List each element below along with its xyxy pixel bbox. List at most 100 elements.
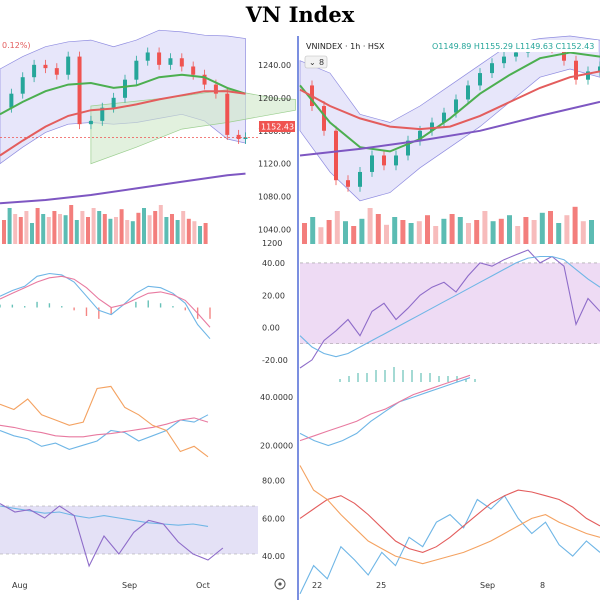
candle-body — [514, 52, 518, 57]
volume-bar — [572, 206, 578, 244]
left-header: 0.12%) — [2, 41, 31, 50]
candle-body — [478, 73, 482, 86]
candle-body — [179, 58, 184, 67]
series-ma-red — [299, 70, 600, 131]
volume-bar — [589, 220, 594, 244]
time-axis: Aug Sep Oct 22 25 Sep 8 — [12, 581, 545, 590]
candle-body — [346, 180, 350, 187]
rsi-pane: 80.00 60.00 40.00 — [0, 465, 600, 595]
volume-bar — [170, 214, 174, 244]
y-tick-label: 1200.00 — [258, 94, 291, 103]
osc-orange — [0, 385, 209, 458]
volume-bar — [302, 223, 307, 244]
candle-body — [574, 60, 578, 80]
volume-bar — [416, 221, 422, 244]
volume-bar — [318, 227, 324, 244]
volume-bar — [548, 211, 553, 244]
osc-blue — [0, 414, 209, 450]
macd-signal — [0, 275, 211, 328]
volume-bar — [24, 211, 29, 244]
candle-body — [598, 66, 600, 72]
series-ma-green — [0, 73, 246, 116]
volume-bar — [30, 223, 34, 244]
candle-body — [43, 64, 48, 69]
rsi-violet — [0, 503, 224, 568]
candle-body — [168, 58, 173, 65]
volume-bar — [97, 211, 102, 244]
volume-bar — [433, 226, 439, 244]
x-tick-label: 25 — [376, 581, 386, 590]
volume-bar — [351, 226, 357, 244]
right-header-symbol: VNINDEX · 1h · HSX — [306, 42, 385, 51]
candle-body — [382, 155, 386, 166]
x-tick-label: Sep — [122, 581, 137, 590]
volume-bar — [498, 218, 504, 244]
candle-body — [466, 85, 470, 100]
volume-bar — [425, 215, 430, 244]
x-tick-label: Sep — [480, 581, 495, 590]
volume-bar — [457, 217, 463, 244]
price-tag — [259, 121, 295, 132]
candle-body — [145, 52, 150, 61]
volume-bar — [408, 223, 414, 244]
volume-bar — [192, 221, 197, 244]
candle-body — [418, 130, 422, 141]
candle-body — [32, 64, 37, 78]
candle-body — [236, 134, 241, 139]
gear-icon[interactable] — [274, 578, 286, 590]
stoch-blue — [299, 494, 600, 595]
volume-bar — [147, 215, 152, 244]
volume-bar — [58, 214, 62, 244]
collapse-button[interactable] — [304, 55, 328, 69]
series-ma-purple — [299, 100, 600, 157]
volume-bar — [474, 220, 480, 244]
volume-pane: 1200 — [2, 205, 594, 248]
candle-body — [370, 155, 374, 172]
volume-bar — [400, 220, 406, 244]
volume-bar — [186, 218, 191, 244]
candle-body — [20, 77, 25, 94]
candle-body — [502, 56, 506, 64]
volume-bar — [114, 217, 118, 244]
price-axis: 1240.001200.001160.001120.001080.001040.… — [258, 61, 291, 235]
x-tick-label: 22 — [312, 581, 322, 590]
candle-body — [454, 99, 458, 113]
volume-bar — [41, 214, 46, 244]
candle-body — [202, 74, 207, 85]
volume-bar — [80, 211, 85, 244]
candle-body — [88, 120, 93, 125]
volume-bar — [91, 208, 96, 244]
y-tick-label: 0.00 — [262, 324, 280, 333]
volume-bar — [523, 217, 529, 244]
candle-body — [9, 93, 14, 108]
volume-bar — [539, 212, 545, 244]
y-tick-label: 1120.00 — [258, 160, 291, 169]
candle-body — [322, 106, 326, 131]
right-header-ohlc: O1149.89 H1155.29 L1149.63 C1152.43 — [432, 42, 594, 51]
volume-bar — [531, 220, 537, 244]
volume-bar — [449, 214, 455, 244]
rsi-band — [300, 262, 600, 344]
candle-body — [191, 66, 196, 75]
volume-bar — [203, 223, 208, 244]
volume-bar — [515, 226, 521, 244]
candle-body — [243, 137, 248, 139]
candle-body — [442, 112, 446, 123]
volume-bar — [441, 218, 447, 244]
right-price-pane[interactable] — [299, 35, 600, 202]
volume-bar — [2, 220, 6, 244]
y-tick-label: 40.0000 — [260, 393, 293, 402]
volume-bar — [7, 208, 12, 244]
candle-body — [430, 122, 434, 131]
volume-bar — [63, 215, 68, 244]
volume-bar — [108, 218, 113, 244]
oscillator-pane: 40.0000 20.0000 — [0, 367, 476, 458]
y-tick-label: 80.00 — [262, 477, 285, 486]
volume-bar — [130, 221, 135, 244]
candle-body — [490, 63, 494, 74]
stoch-red — [299, 489, 600, 553]
left-price-pane[interactable] — [0, 29, 296, 205]
y-tick-label: 20.00 — [262, 291, 285, 300]
volume-bar — [18, 217, 23, 244]
